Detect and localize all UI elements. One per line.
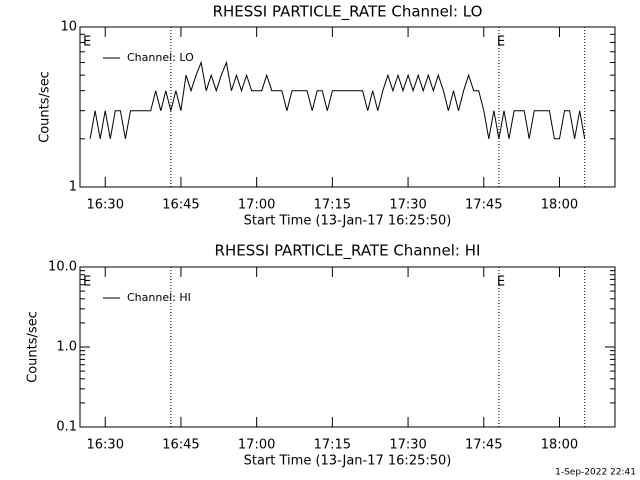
x-tick-label: 17:00 bbox=[238, 198, 275, 213]
x-tick-label: 18:00 bbox=[541, 438, 578, 453]
x-tick-label: 17:45 bbox=[465, 198, 502, 213]
x-tick-label: 17:45 bbox=[465, 438, 502, 453]
plot-frame bbox=[79, 26, 616, 188]
x-tick-label: 16:30 bbox=[87, 438, 124, 453]
y-tick-label: 10.0 bbox=[48, 260, 77, 275]
x-tick-label: 17:00 bbox=[238, 438, 275, 453]
x-tick-label: 17:30 bbox=[389, 198, 426, 213]
annotation: E bbox=[497, 275, 505, 290]
x-tick-label: 17:30 bbox=[389, 438, 426, 453]
y-tick-label: 1.0 bbox=[56, 340, 77, 355]
y-tick-label: 10 bbox=[60, 20, 77, 35]
annotation: E bbox=[83, 275, 91, 290]
x-axis-title: Start Time (13-Jan-17 16:25:50) bbox=[244, 454, 452, 469]
x-tick-label: 16:45 bbox=[162, 198, 199, 213]
y-tick-label: 1 bbox=[69, 180, 77, 195]
annotation: E bbox=[497, 35, 505, 50]
x-tick-label: 17:15 bbox=[314, 438, 351, 453]
y-tick-label: 0.1 bbox=[56, 420, 77, 435]
legend-label: Channel: LO bbox=[127, 51, 194, 64]
x-tick-label: 17:15 bbox=[314, 198, 351, 213]
footer: 1-Sep-2022 22:41 bbox=[555, 468, 636, 478]
x-tick-label: 16:45 bbox=[162, 438, 199, 453]
x-tick-label: 18:00 bbox=[541, 198, 578, 213]
chart-title: RHESSI PARTICLE_RATE Channel: LO bbox=[213, 3, 483, 22]
y-axis-title: Counts/sec bbox=[26, 311, 41, 383]
chart-title: RHESSI PARTICLE_RATE Channel: HI bbox=[215, 242, 481, 261]
series-line bbox=[89, 60, 586, 140]
x-tick-label: 16:30 bbox=[87, 198, 124, 213]
legend-label: Channel: HI bbox=[127, 291, 191, 304]
y-axis-title: Counts/sec bbox=[38, 71, 53, 143]
annotation: E bbox=[83, 35, 91, 50]
x-axis-title: Start Time (13-Jan-17 16:25:50) bbox=[244, 214, 452, 229]
